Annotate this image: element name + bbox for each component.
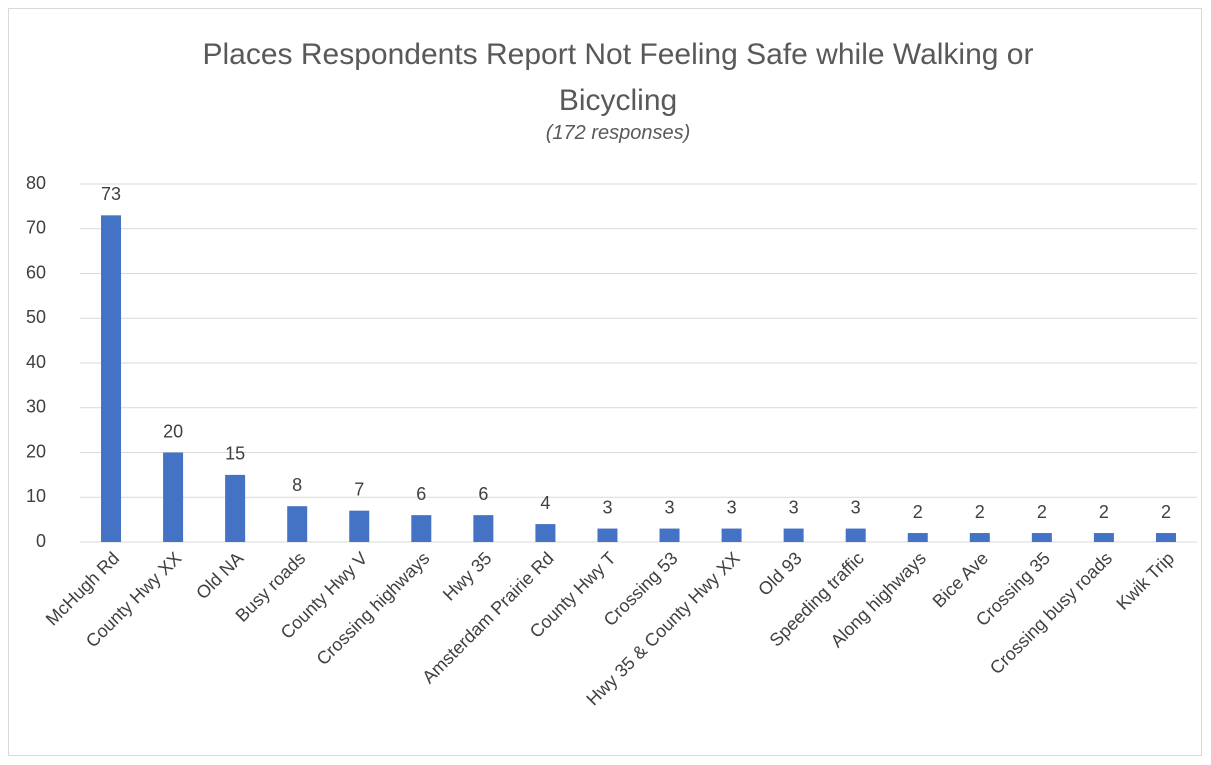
value-label: 2 (1037, 502, 1047, 522)
bar (969, 533, 990, 542)
y-tick-label: 50 (26, 307, 46, 327)
bar (907, 533, 928, 542)
value-label: 2 (913, 502, 923, 522)
x-tick-label: Crossing highways (313, 548, 434, 669)
y-tick-label: 70 (26, 218, 46, 238)
bar (163, 452, 184, 542)
value-label: 3 (602, 497, 612, 517)
value-label: 73 (101, 184, 121, 204)
chart-title: Places Respondents Report Not Feeling Sa… (202, 38, 1034, 117)
bar (349, 510, 370, 542)
x-tick-label: Crossing busy roads (986, 548, 1116, 678)
value-label: 6 (478, 484, 488, 504)
y-tick-label: 10 (26, 486, 46, 506)
x-tick-label: Old NA (192, 548, 247, 603)
y-tick-label: 60 (26, 262, 46, 282)
x-tick-label: Old 93 (754, 548, 806, 600)
value-label: 6 (416, 484, 426, 504)
value-label: 2 (975, 502, 985, 522)
y-tick-label: 30 (26, 397, 46, 417)
value-label: 3 (727, 497, 737, 517)
value-label: 7 (354, 479, 364, 499)
bar (287, 506, 308, 542)
bar (473, 515, 494, 542)
value-label: 4 (540, 493, 550, 513)
chart-subtitle: (172 responses) (545, 122, 691, 144)
x-tick-label: Kwik Trip (1112, 548, 1178, 614)
y-tick-label: 20 (26, 441, 46, 461)
x-tick-label: Bice Ave (929, 548, 992, 611)
bar (225, 474, 246, 542)
bar (101, 215, 122, 542)
value-label: 15 (225, 444, 245, 464)
value-label: 20 (163, 421, 183, 441)
bar (659, 528, 680, 542)
value-label: 3 (665, 497, 675, 517)
y-tick-label: 80 (26, 173, 46, 193)
bar (411, 515, 432, 542)
y-tick-label: 40 (26, 352, 46, 372)
value-label: 3 (789, 497, 799, 517)
bar (597, 528, 618, 542)
bar (721, 528, 742, 542)
value-label: 2 (1161, 502, 1171, 522)
value-label: 8 (292, 475, 302, 495)
bar (845, 528, 866, 542)
bar (535, 524, 556, 542)
chart-frame (8, 8, 1202, 756)
bar (1155, 533, 1176, 542)
value-label: 2 (1099, 502, 1109, 522)
value-label: 3 (851, 497, 861, 517)
y-tick-label: 0 (36, 531, 46, 551)
x-tick-label: Hwy 35 (439, 548, 496, 605)
bar (1093, 533, 1114, 542)
bar (1031, 533, 1052, 542)
bar (783, 528, 804, 542)
